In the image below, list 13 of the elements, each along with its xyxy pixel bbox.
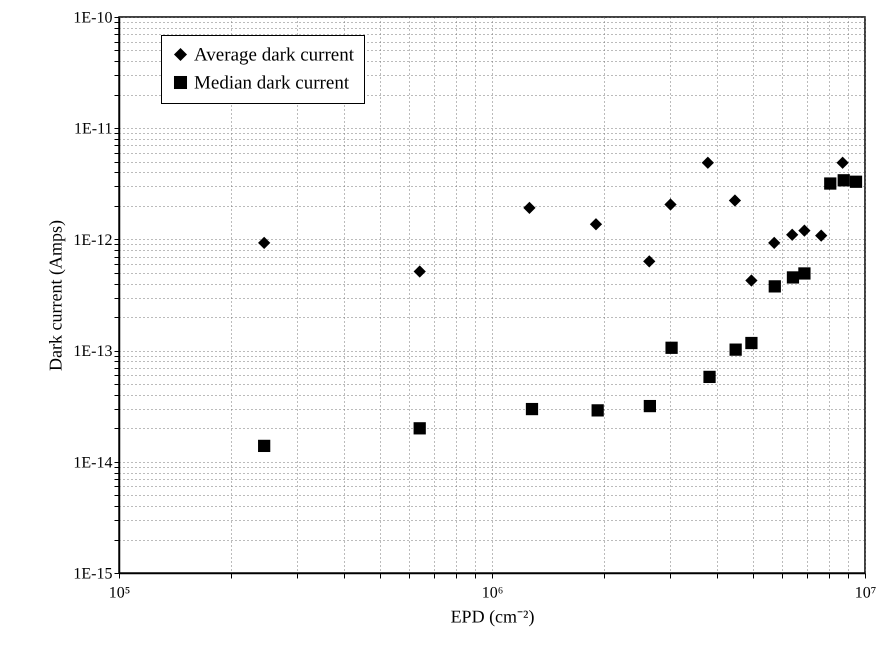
y-tick-label: 1E-10 [73,10,112,26]
x-tick-label: 10⁷ [854,584,876,602]
legend-label: Median dark current [194,72,350,94]
y-tick-label: 1E-13 [73,343,112,360]
legend-label: Average dark current [194,44,355,66]
x-tick-label: 10⁵ [108,584,130,602]
x-axis-title: EPD (cm⁻²) [450,606,534,626]
y-tick-label: 1E-15 [73,566,112,582]
y-tick-label: 1E-14 [73,454,112,472]
y-axis-title: Dark current (Amps) [45,220,66,371]
y-tick-label: 1E-11 [74,120,112,138]
x-tick-label: 10⁶ [482,584,504,602]
y-tick-label: 1E-12 [73,232,112,249]
